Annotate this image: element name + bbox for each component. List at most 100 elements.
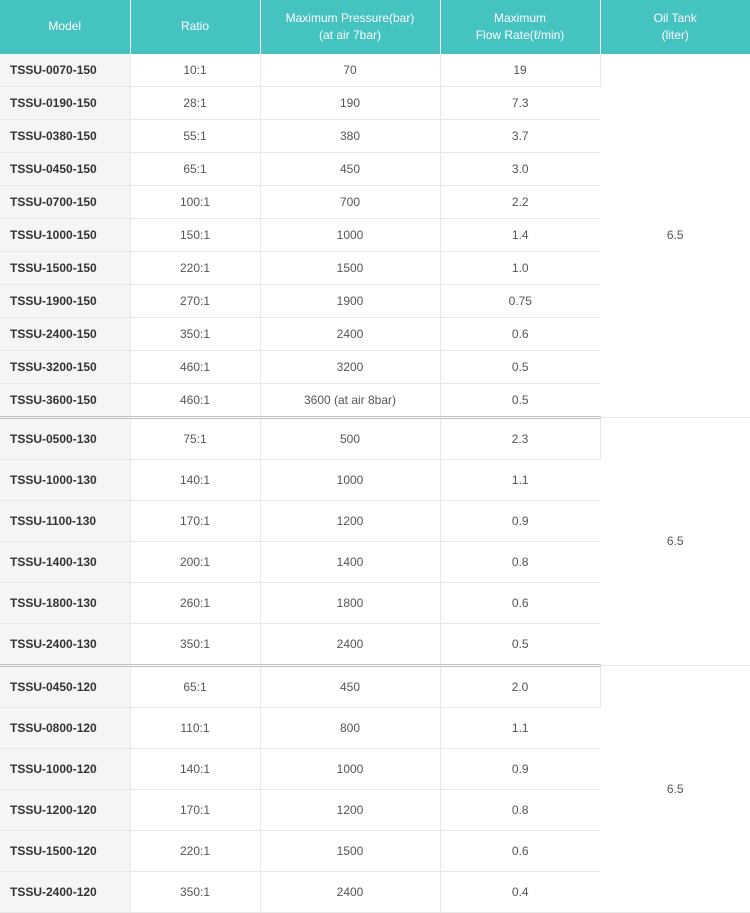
cell-ratio: 100:1 bbox=[130, 185, 260, 218]
header-flow-l1: Maximum bbox=[494, 11, 546, 25]
cell-model: TSSU-0190-150 bbox=[0, 86, 130, 119]
cell-model: TSSU-3600-150 bbox=[0, 383, 130, 417]
cell-model: TSSU-0700-150 bbox=[0, 185, 130, 218]
cell-oil-tank: 6.5 bbox=[600, 665, 750, 912]
cell-flow: 0.6 bbox=[440, 582, 600, 623]
cell-model: TSSU-2400-120 bbox=[0, 871, 130, 912]
cell-pressure: 3200 bbox=[260, 350, 440, 383]
cell-ratio: 350:1 bbox=[130, 871, 260, 912]
cell-model: TSSU-1400-130 bbox=[0, 541, 130, 582]
cell-flow: 0.75 bbox=[440, 284, 600, 317]
header-flow: Maximum Flow Rate(ℓ/min) bbox=[440, 0, 600, 54]
cell-pressure: 70 bbox=[260, 54, 440, 87]
cell-pressure: 1200 bbox=[260, 500, 440, 541]
cell-flow: 0.5 bbox=[440, 383, 600, 417]
cell-ratio: 220:1 bbox=[130, 251, 260, 284]
cell-ratio: 460:1 bbox=[130, 383, 260, 417]
cell-flow: 0.5 bbox=[440, 623, 600, 665]
cell-flow: 0.6 bbox=[440, 317, 600, 350]
cell-ratio: 350:1 bbox=[130, 623, 260, 665]
cell-ratio: 260:1 bbox=[130, 582, 260, 623]
cell-flow: 0.8 bbox=[440, 789, 600, 830]
cell-flow: 0.9 bbox=[440, 748, 600, 789]
cell-pressure: 1500 bbox=[260, 830, 440, 871]
cell-model: TSSU-1000-150 bbox=[0, 218, 130, 251]
cell-flow: 2.2 bbox=[440, 185, 600, 218]
header-row: Model Ratio Maximum Pressure(bar) (at ai… bbox=[0, 0, 750, 54]
cell-pressure: 1000 bbox=[260, 459, 440, 500]
header-tank-l1: Oil Tank bbox=[654, 11, 697, 25]
cell-model: TSSU-1000-130 bbox=[0, 459, 130, 500]
cell-pressure: 1000 bbox=[260, 218, 440, 251]
cell-pressure: 1000 bbox=[260, 748, 440, 789]
cell-flow: 19 bbox=[440, 54, 600, 87]
cell-flow: 0.9 bbox=[440, 500, 600, 541]
header-flow-l2: Flow Rate(ℓ/min) bbox=[476, 28, 565, 42]
cell-ratio: 10:1 bbox=[130, 54, 260, 87]
cell-model: TSSU-0380-150 bbox=[0, 119, 130, 152]
cell-flow: 1.1 bbox=[440, 459, 600, 500]
cell-ratio: 75:1 bbox=[130, 417, 260, 459]
cell-flow: 1.0 bbox=[440, 251, 600, 284]
cell-model: TSSU-0070-150 bbox=[0, 54, 130, 87]
table-row: TSSU-0070-15010:170196.5 bbox=[0, 54, 750, 87]
cell-ratio: 150:1 bbox=[130, 218, 260, 251]
cell-flow: 3.7 bbox=[440, 119, 600, 152]
cell-flow: 2.0 bbox=[440, 665, 600, 707]
cell-pressure: 2400 bbox=[260, 317, 440, 350]
header-pressure-l1: Maximum Pressure(bar) bbox=[286, 11, 415, 25]
cell-flow: 2.3 bbox=[440, 417, 600, 459]
table-body: TSSU-0070-15010:170196.5TSSU-0190-15028:… bbox=[0, 54, 750, 913]
cell-ratio: 220:1 bbox=[130, 830, 260, 871]
cell-flow: 7.3 bbox=[440, 86, 600, 119]
cell-pressure: 3600 (at air 8bar) bbox=[260, 383, 440, 417]
header-pressure-l2: (at air 7bar) bbox=[319, 28, 381, 42]
cell-ratio: 65:1 bbox=[130, 152, 260, 185]
cell-flow: 0.5 bbox=[440, 350, 600, 383]
cell-model: TSSU-1000-120 bbox=[0, 748, 130, 789]
cell-flow: 0.4 bbox=[440, 871, 600, 912]
cell-model: TSSU-1900-150 bbox=[0, 284, 130, 317]
table-row: TSSU-0500-13075:15002.36.5 bbox=[0, 417, 750, 459]
cell-model: TSSU-1500-120 bbox=[0, 830, 130, 871]
cell-oil-tank: 6.5 bbox=[600, 54, 750, 418]
cell-pressure: 800 bbox=[260, 707, 440, 748]
cell-ratio: 350:1 bbox=[130, 317, 260, 350]
cell-model: TSSU-1100-130 bbox=[0, 500, 130, 541]
cell-ratio: 460:1 bbox=[130, 350, 260, 383]
cell-ratio: 55:1 bbox=[130, 119, 260, 152]
cell-ratio: 110:1 bbox=[130, 707, 260, 748]
cell-ratio: 140:1 bbox=[130, 748, 260, 789]
cell-pressure: 2400 bbox=[260, 871, 440, 912]
cell-ratio: 28:1 bbox=[130, 86, 260, 119]
cell-flow: 1.1 bbox=[440, 707, 600, 748]
cell-flow: 0.6 bbox=[440, 830, 600, 871]
cell-ratio: 170:1 bbox=[130, 500, 260, 541]
cell-model: TSSU-0450-150 bbox=[0, 152, 130, 185]
header-model: Model bbox=[0, 0, 130, 54]
cell-ratio: 170:1 bbox=[130, 789, 260, 830]
spec-table: Model Ratio Maximum Pressure(bar) (at ai… bbox=[0, 0, 750, 913]
cell-pressure: 190 bbox=[260, 86, 440, 119]
header-tank: Oil Tank (liter) bbox=[600, 0, 750, 54]
cell-model: TSSU-2400-150 bbox=[0, 317, 130, 350]
cell-model: TSSU-0450-120 bbox=[0, 665, 130, 707]
cell-pressure: 2400 bbox=[260, 623, 440, 665]
cell-ratio: 65:1 bbox=[130, 665, 260, 707]
header-ratio: Ratio bbox=[130, 0, 260, 54]
cell-ratio: 140:1 bbox=[130, 459, 260, 500]
cell-pressure: 1900 bbox=[260, 284, 440, 317]
cell-model: TSSU-0500-130 bbox=[0, 417, 130, 459]
header-tank-l2: (liter) bbox=[662, 28, 689, 42]
cell-pressure: 450 bbox=[260, 152, 440, 185]
cell-flow: 3.0 bbox=[440, 152, 600, 185]
cell-model: TSSU-1500-150 bbox=[0, 251, 130, 284]
cell-ratio: 200:1 bbox=[130, 541, 260, 582]
cell-pressure: 1800 bbox=[260, 582, 440, 623]
cell-pressure: 500 bbox=[260, 417, 440, 459]
cell-oil-tank: 6.5 bbox=[600, 417, 750, 665]
cell-pressure: 450 bbox=[260, 665, 440, 707]
cell-flow: 1.4 bbox=[440, 218, 600, 251]
cell-pressure: 1200 bbox=[260, 789, 440, 830]
cell-pressure: 1500 bbox=[260, 251, 440, 284]
